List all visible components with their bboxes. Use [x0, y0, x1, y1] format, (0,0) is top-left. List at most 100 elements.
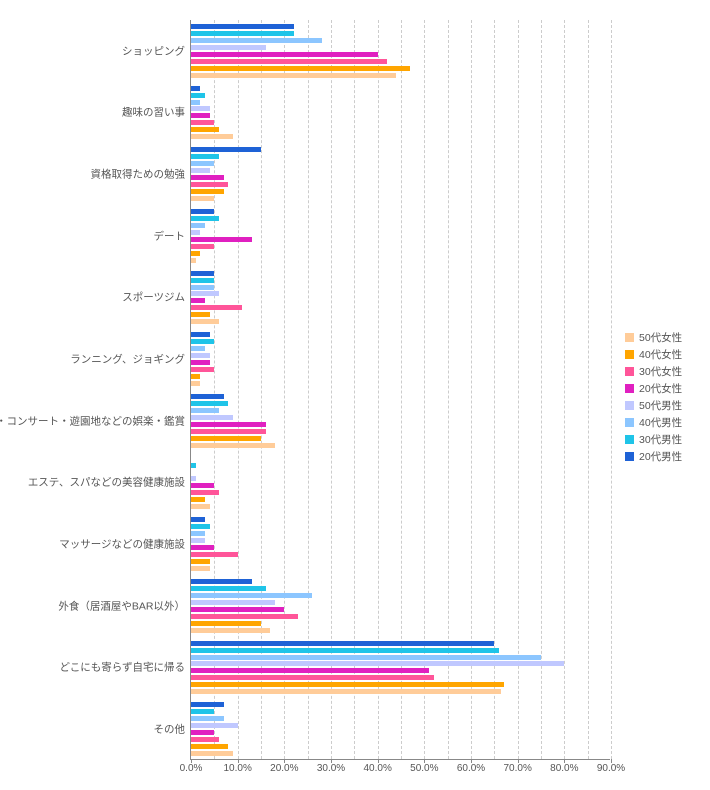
legend-item: 40代男性 — [625, 415, 682, 430]
bar — [191, 52, 378, 57]
gridline — [611, 20, 612, 759]
category-row: ランニング、ジョギング — [191, 328, 610, 390]
bar — [191, 24, 294, 29]
legend-swatch — [625, 333, 634, 342]
legend-swatch — [625, 418, 634, 427]
bar-group — [191, 454, 610, 512]
bar — [191, 360, 210, 365]
bar — [191, 394, 224, 399]
bar — [191, 429, 266, 434]
bar — [191, 106, 210, 111]
x-tick-label: 40.0% — [363, 759, 391, 774]
bar — [191, 374, 200, 379]
bar — [191, 86, 200, 91]
legend-label: 20代男性 — [639, 449, 682, 464]
bar — [191, 490, 219, 495]
plot-area: 0.0%10.0%20.0%30.0%40.0%50.0%60.0%70.0%8… — [190, 20, 610, 760]
bar — [191, 59, 387, 64]
bar — [191, 312, 210, 317]
legend-label: 20代女性 — [639, 381, 682, 396]
bar-group — [191, 639, 610, 697]
bar-group — [191, 207, 610, 265]
bar — [191, 751, 233, 756]
legend-swatch — [625, 452, 634, 461]
bar — [191, 127, 219, 132]
category-label: スポーツジム — [122, 290, 191, 305]
legend-swatch — [625, 401, 634, 410]
bar — [191, 346, 205, 351]
legend-item: 40代女性 — [625, 347, 682, 362]
bar — [191, 737, 219, 742]
bar — [191, 689, 501, 694]
category-row: デート — [191, 205, 610, 267]
x-tick-label: 60.0% — [457, 759, 485, 774]
bar — [191, 422, 266, 427]
bar — [191, 579, 252, 584]
category-row: マッサージなどの健康施設 — [191, 513, 610, 575]
bar — [191, 443, 275, 448]
category-row: エステ、スパなどの美容健康施設 — [191, 452, 610, 514]
category-row: どこにも寄らず自宅に帰る — [191, 637, 610, 699]
bar-group — [191, 577, 610, 635]
bar — [191, 244, 214, 249]
bar — [191, 31, 294, 36]
category-row: スポーツジム — [191, 267, 610, 329]
bar — [191, 401, 228, 406]
bar — [191, 305, 242, 310]
category-row: 趣味の習い事 — [191, 82, 610, 144]
bar — [191, 483, 214, 488]
category-row: その他 — [191, 698, 610, 760]
category-label: マッサージなどの健康施設 — [59, 537, 191, 552]
bar — [191, 730, 214, 735]
legend-label: 40代女性 — [639, 347, 682, 362]
bar — [191, 607, 284, 612]
category-label: 資格取得ための勉強 — [91, 167, 192, 182]
bar — [191, 744, 228, 749]
x-tick-label: 30.0% — [317, 759, 345, 774]
bar — [191, 668, 429, 673]
category-label: デート — [154, 228, 192, 243]
bar — [191, 298, 205, 303]
bar — [191, 45, 266, 50]
bar — [191, 463, 196, 468]
bar — [191, 258, 196, 263]
bar — [191, 709, 214, 714]
bar — [191, 339, 214, 344]
x-tick-label: 0.0% — [180, 759, 203, 774]
legend-item: 20代女性 — [625, 381, 682, 396]
bar — [191, 216, 219, 221]
bar — [191, 655, 541, 660]
bar — [191, 209, 214, 214]
bar-group — [191, 330, 610, 388]
bar — [191, 415, 233, 420]
x-tick-label: 70.0% — [503, 759, 531, 774]
bar — [191, 559, 210, 564]
bar — [191, 189, 224, 194]
category-label: 映画館・コンサート・遊園地などの娯楽・鑑賞 — [0, 413, 191, 428]
bar — [191, 504, 210, 509]
bar-group — [191, 515, 610, 573]
category-row: 資格取得ための勉強 — [191, 143, 610, 205]
bar — [191, 593, 312, 598]
bar — [191, 113, 210, 118]
bar — [191, 661, 564, 666]
bar — [191, 285, 214, 290]
bar — [191, 675, 434, 680]
bar — [191, 545, 214, 550]
bar — [191, 120, 214, 125]
category-row: 外食（居酒屋やBAR以外） — [191, 575, 610, 637]
bar — [191, 517, 205, 522]
category-label: 外食（居酒屋やBAR以外） — [58, 598, 191, 613]
category-label: その他 — [154, 722, 192, 737]
x-tick-label: 80.0% — [550, 759, 578, 774]
category-row: ショッピング — [191, 20, 610, 82]
category-label: エステ、スパなどの美容健康施設 — [28, 475, 191, 490]
bar — [191, 182, 228, 187]
category-label: 趣味の習い事 — [122, 105, 191, 120]
bar-group — [191, 22, 610, 80]
bar-group — [191, 84, 610, 142]
bar — [191, 161, 214, 166]
bar — [191, 38, 322, 43]
bar — [191, 353, 210, 358]
bar — [191, 100, 200, 105]
